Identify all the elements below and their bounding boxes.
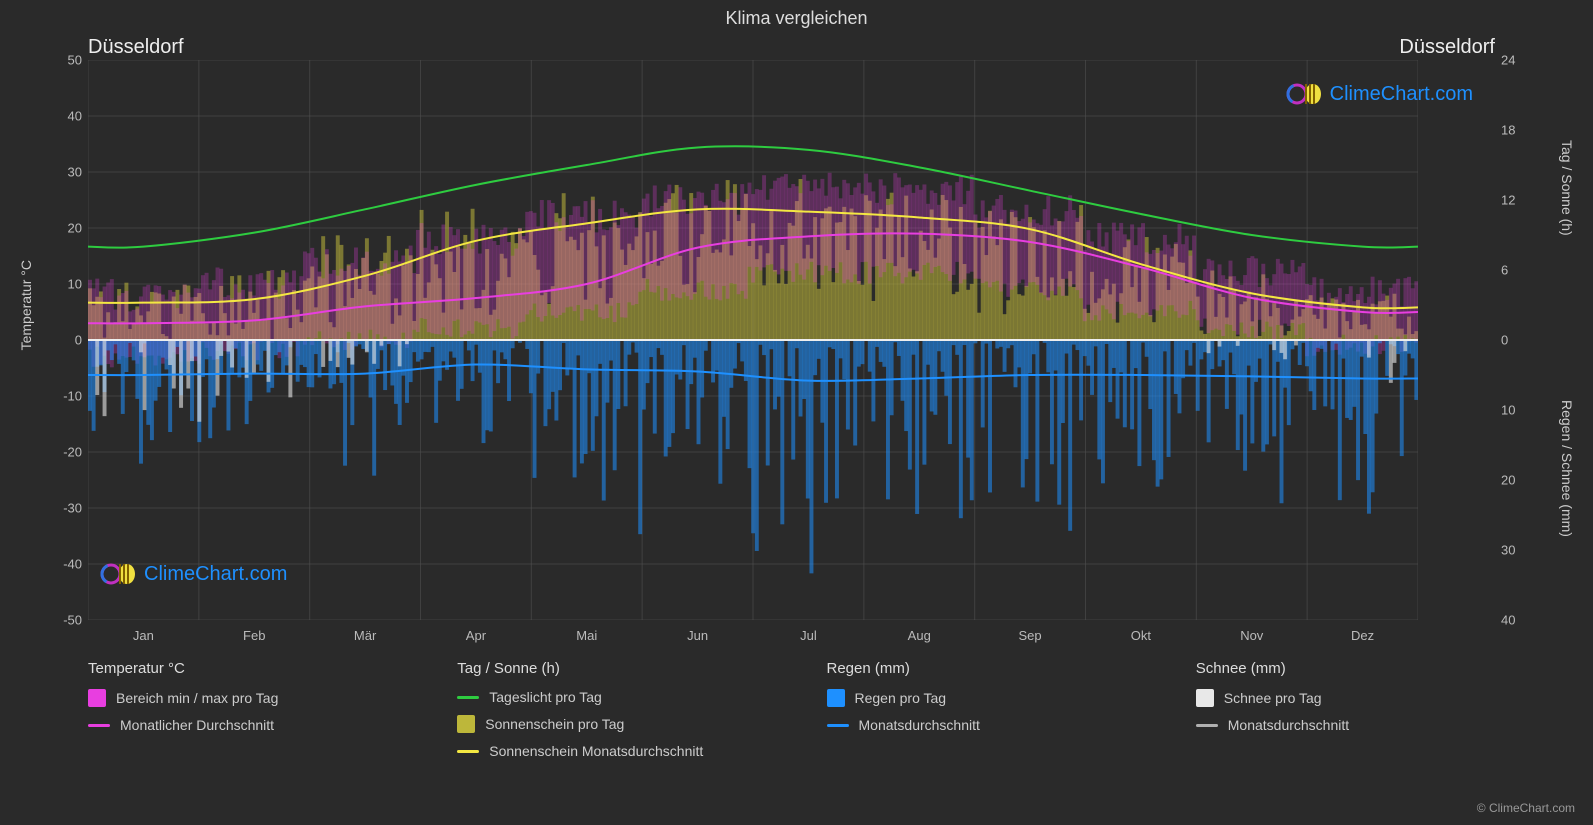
logo-icon: [100, 560, 138, 588]
y-tick-right: 18: [1501, 123, 1541, 138]
legend-swatch: [457, 715, 475, 733]
y-tick-left: -50: [42, 613, 82, 628]
legend-group: Schnee (mm) Schnee pro Tag Monatsdurchschn…: [1196, 660, 1505, 769]
legend-item: Schnee pro Tag: [1196, 689, 1505, 707]
legend-swatch: [1196, 724, 1218, 727]
y-tick-left: -10: [42, 389, 82, 404]
y-tick-right: 6: [1501, 263, 1541, 278]
y-axis-label-right-bottom: Regen / Schnee (mm): [1559, 400, 1575, 537]
y-tick-right: 10: [1501, 403, 1541, 418]
legend-swatch: [88, 724, 110, 727]
legend-swatch: [88, 689, 106, 707]
y-tick-left: 40: [42, 109, 82, 124]
legend-label: Bereich min / max pro Tag: [116, 690, 278, 706]
watermark-text: ClimeChart.com: [1330, 83, 1473, 106]
legend-item: Monatlicher Durchschnitt: [88, 717, 397, 733]
legend-swatch: [827, 689, 845, 707]
legend-swatch: [827, 724, 849, 727]
x-tick-month: Jul: [800, 628, 817, 643]
legend-group-title: Regen (mm): [827, 660, 1136, 677]
x-tick-month: Mär: [354, 628, 376, 643]
x-tick-month: Okt: [1131, 628, 1151, 643]
legend-item: Sonnenschein Monatsdurchschnitt: [457, 743, 766, 759]
x-tick-month: Jun: [687, 628, 708, 643]
x-tick-month: Feb: [243, 628, 265, 643]
legend-item: Tageslicht pro Tag: [457, 689, 766, 705]
x-tick-month: Mai: [576, 628, 597, 643]
x-tick-month: Jan: [133, 628, 154, 643]
x-tick-month: Sep: [1019, 628, 1042, 643]
legend-label: Schnee pro Tag: [1224, 690, 1322, 706]
y-tick-left: 50: [42, 53, 82, 68]
y-axis-label-right-top: Tag / Sonne (h): [1559, 140, 1575, 236]
climate-chart: [88, 60, 1418, 620]
y-tick-left: -40: [42, 557, 82, 572]
legend-label: Regen pro Tag: [855, 690, 947, 706]
chart-container: Klima vergleichen Düsseldorf Düsseldorf …: [0, 0, 1593, 825]
y-tick-right: 24: [1501, 53, 1541, 68]
y-axis-label-left: Temperatur °C: [18, 260, 34, 350]
copyright-text: © ClimeChart.com: [1477, 801, 1575, 815]
y-tick-left: 30: [42, 165, 82, 180]
y-tick-left: -30: [42, 501, 82, 516]
y-tick-right: 0: [1501, 333, 1541, 348]
chart-title: Klima vergleichen: [0, 8, 1593, 29]
y-tick-right: 12: [1501, 193, 1541, 208]
legend-label: Sonnenschein pro Tag: [485, 716, 624, 732]
watermark-top: ClimeChart.com: [1286, 80, 1473, 108]
legend-item: Regen pro Tag: [827, 689, 1136, 707]
legend-group: Regen (mm) Regen pro Tag Monatsdurchschnit…: [827, 660, 1136, 769]
legend-item: Bereich min / max pro Tag: [88, 689, 397, 707]
legend-label: Sonnenschein Monatsdurchschnitt: [489, 743, 703, 759]
y-tick-left: 10: [42, 277, 82, 292]
watermark-text: ClimeChart.com: [144, 563, 287, 586]
legend-group: Temperatur °C Bereich min / max pro Tag Mo…: [88, 660, 397, 769]
legend: Temperatur °C Bereich min / max pro Tag Mo…: [88, 660, 1505, 769]
y-tick-right: 40: [1501, 613, 1541, 628]
legend-item: Sonnenschein pro Tag: [457, 715, 766, 733]
logo-icon: [1286, 80, 1324, 108]
y-tick-left: 20: [42, 221, 82, 236]
legend-group-title: Tag / Sonne (h): [457, 660, 766, 677]
legend-swatch: [457, 696, 479, 699]
legend-item: Monatsdurchschnitt: [827, 717, 1136, 733]
x-tick-month: Dez: [1351, 628, 1374, 643]
y-tick-right: 30: [1501, 543, 1541, 558]
legend-label: Monatsdurchschnitt: [1228, 717, 1349, 733]
y-tick-left: 0: [42, 333, 82, 348]
location-label-left: Düsseldorf: [88, 36, 184, 59]
watermark-bottom: ClimeChart.com: [100, 560, 287, 588]
y-tick-left: -20: [42, 445, 82, 460]
legend-label: Monatlicher Durchschnitt: [120, 717, 274, 733]
x-tick-month: Nov: [1240, 628, 1263, 643]
legend-swatch: [457, 750, 479, 753]
legend-swatch: [1196, 689, 1214, 707]
x-tick-month: Apr: [466, 628, 486, 643]
y-tick-right: 20: [1501, 473, 1541, 488]
location-label-right: Düsseldorf: [1399, 36, 1495, 59]
legend-label: Monatsdurchschnitt: [859, 717, 980, 733]
legend-group: Tag / Sonne (h) Tageslicht pro Tag Sonnens…: [457, 660, 766, 769]
legend-group-title: Temperatur °C: [88, 660, 397, 677]
legend-label: Tageslicht pro Tag: [489, 689, 602, 705]
x-tick-month: Aug: [908, 628, 931, 643]
legend-item: Monatsdurchschnitt: [1196, 717, 1505, 733]
legend-group-title: Schnee (mm): [1196, 660, 1505, 677]
